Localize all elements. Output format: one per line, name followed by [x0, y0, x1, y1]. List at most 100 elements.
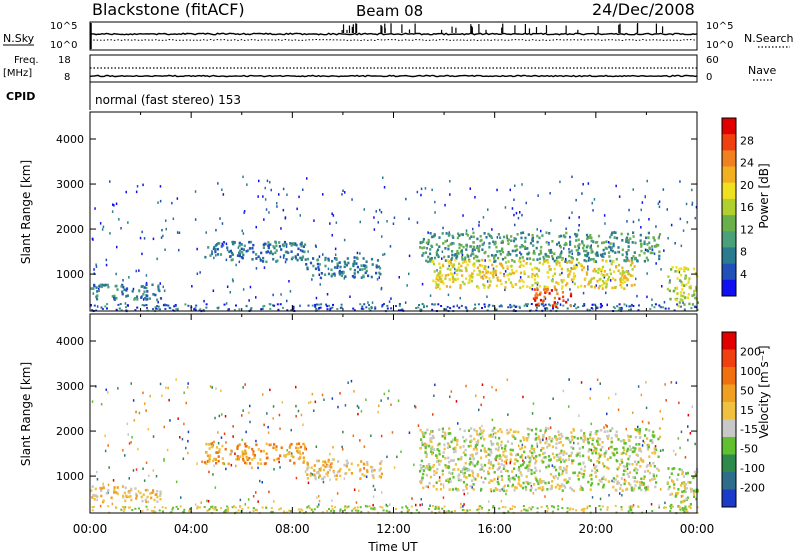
echo-cell: [329, 222, 331, 225]
echo-cell: [463, 468, 466, 471]
echo-cell: [609, 456, 612, 459]
echo-cell: [440, 277, 443, 281]
echo-cell: [187, 439, 189, 443]
echo-cell: [522, 505, 525, 507]
echo-cell: [370, 275, 373, 279]
echo-cell: [226, 285, 229, 288]
echo-cell: [223, 511, 226, 514]
echo-cell: [465, 248, 468, 251]
echo-cell: [627, 510, 630, 513]
echo-cell: [172, 309, 175, 312]
echo-cell: [473, 264, 476, 268]
echo-cell: [585, 233, 589, 237]
echo-cell: [285, 258, 288, 261]
echo-cell: [140, 285, 143, 288]
echo-cell: [630, 261, 634, 264]
echo-cell: [266, 250, 269, 253]
echo-cell: [535, 427, 538, 431]
echo-cell: [528, 467, 531, 471]
echo-cell: [481, 258, 484, 262]
echo-cell: [609, 272, 612, 276]
echo-cell: [307, 250, 309, 253]
echo-cell: [185, 401, 187, 405]
echo-cell: [379, 208, 381, 212]
echo-cell: [638, 254, 641, 257]
echo-cell: [226, 246, 229, 249]
echo-cell: [657, 202, 660, 205]
echo-cell: [556, 477, 559, 480]
echo-cell: [479, 429, 483, 432]
echo-cell: [187, 430, 190, 434]
echo-cell: [614, 478, 617, 481]
echo-cell: [493, 426, 496, 430]
echo-cell: [521, 446, 524, 450]
echo-cell: [210, 252, 214, 256]
echo-cell: [563, 468, 566, 472]
echo-cell: [562, 299, 565, 302]
echo-cell: [289, 510, 292, 512]
echo-cell: [336, 266, 339, 269]
echo-cell: [471, 276, 474, 279]
echo-cell: [601, 284, 604, 287]
echo-cell: [599, 437, 602, 441]
nsearch-tick-top: 10^5: [706, 21, 733, 32]
echo-cell: [530, 485, 533, 488]
echo-cell: [676, 277, 679, 280]
echo-cell: [508, 480, 511, 483]
y-tick-label: 4000: [56, 335, 84, 348]
echo-cell: [491, 273, 495, 277]
echo-cell: [272, 405, 275, 408]
echo-cell: [682, 295, 685, 298]
echo-cell: [478, 244, 481, 248]
echo-cell: [434, 508, 437, 510]
echo-cell: [260, 449, 263, 453]
echo-cell: [530, 447, 533, 450]
echo-cell: [644, 470, 647, 473]
echo-cell: [655, 225, 657, 228]
echo-cell: [530, 486, 533, 490]
echo-cell: [264, 242, 267, 246]
echo-cell: [558, 484, 561, 488]
echo-cell: [264, 462, 267, 465]
echo-cell: [472, 227, 474, 231]
echo-cell: [628, 439, 631, 442]
echo-cell: [214, 486, 217, 489]
echo-cell: [237, 509, 240, 512]
echo-cell: [546, 285, 549, 289]
echo-cell: [326, 471, 329, 474]
echo-cell: [542, 433, 545, 437]
echo-cell: [492, 506, 495, 509]
echo-cell: [488, 245, 491, 249]
echo-cell: [99, 504, 102, 508]
echo-cell: [575, 266, 578, 269]
echo-cell: [92, 493, 95, 497]
echo-cell: [500, 443, 503, 447]
echo-cell: [368, 307, 371, 310]
echo-cell: [155, 307, 158, 310]
echo-cell: [633, 257, 636, 261]
echo-cell: [480, 476, 483, 479]
velocity-frame: [89, 313, 698, 514]
echo-cell: [581, 446, 584, 449]
echo-cell: [628, 471, 632, 474]
echo-cell: [105, 258, 108, 262]
echo-cell: [242, 175, 244, 179]
echo-cell: [299, 214, 301, 217]
echo-cell: [504, 206, 507, 209]
echo-cell: [213, 256, 215, 260]
echo-cell: [287, 251, 290, 255]
echo-cell: [551, 452, 554, 456]
echo-cell: [476, 285, 479, 288]
echo-cell: [161, 506, 164, 509]
echo-cell: [658, 254, 661, 258]
echo-cell: [434, 303, 437, 306]
echo-cell: [429, 437, 432, 440]
echo-cell: [498, 507, 501, 510]
echo-cell: [672, 505, 674, 508]
echo-cell: [395, 305, 397, 307]
echo-cell: [592, 445, 596, 448]
echo-cell: [421, 443, 424, 447]
echo-cell: [536, 274, 539, 278]
echo-cell: [551, 510, 554, 513]
echo-cell: [452, 305, 455, 308]
